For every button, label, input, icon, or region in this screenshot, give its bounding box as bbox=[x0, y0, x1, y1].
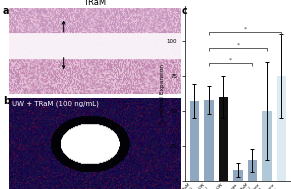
Bar bbox=[277, 76, 286, 181]
Text: *: * bbox=[244, 27, 247, 32]
Text: c: c bbox=[182, 6, 188, 16]
Text: b: b bbox=[3, 96, 10, 106]
Text: *: * bbox=[236, 42, 239, 47]
Text: *: * bbox=[229, 58, 232, 63]
Bar bbox=[219, 97, 228, 181]
Bar bbox=[233, 170, 243, 181]
Y-axis label: % Intimal Expansion: % Intimal Expansion bbox=[160, 64, 165, 124]
Bar bbox=[204, 100, 214, 181]
Bar bbox=[248, 160, 257, 181]
Text: a: a bbox=[3, 6, 9, 16]
Title: TRaM: TRaM bbox=[83, 0, 106, 8]
Bar bbox=[190, 101, 199, 181]
Bar bbox=[262, 111, 272, 181]
Text: UW + TRaM (100 ng/mL): UW + TRaM (100 ng/mL) bbox=[12, 100, 99, 107]
